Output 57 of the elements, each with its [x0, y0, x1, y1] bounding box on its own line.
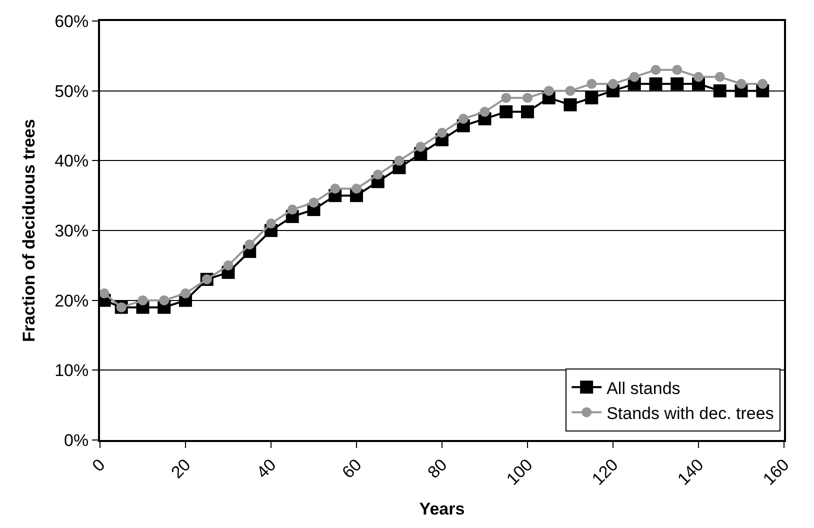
point: [244, 239, 255, 250]
x-tick-label: 140: [674, 455, 708, 489]
point: [649, 77, 662, 90]
point: [713, 84, 726, 98]
point: [670, 77, 684, 90]
x-tick-label: 20: [168, 455, 194, 482]
point: [544, 86, 554, 96]
x-tick-label: 40: [253, 455, 280, 482]
point: [585, 91, 598, 104]
point: [650, 64, 661, 75]
point: [180, 288, 190, 298]
point: [159, 295, 170, 306]
point: [287, 204, 298, 215]
legend-label: Stands with dec. trees: [606, 404, 774, 423]
y-axis-title: Fraction of deciduous trees: [20, 119, 39, 342]
y-tick-label: 30%: [54, 221, 89, 240]
point: [100, 288, 110, 298]
x-tick-label: 160: [759, 455, 793, 489]
legend-label: All stands: [606, 378, 680, 398]
x-tick-label: 60: [338, 455, 366, 482]
point: [330, 184, 340, 194]
point: [223, 260, 234, 270]
x-tick-label: 80: [424, 455, 451, 482]
x-tick-label: 120: [588, 455, 622, 489]
y-tick-label: 10%: [54, 361, 89, 380]
point: [372, 170, 383, 180]
point: [138, 295, 148, 306]
point: [694, 72, 704, 82]
point: [308, 198, 319, 208]
point: [564, 98, 577, 112]
point: [394, 156, 404, 166]
y-tick-label: 40%: [54, 152, 89, 171]
point: [522, 92, 532, 103]
point: [266, 218, 276, 229]
x-tick-label: 0: [88, 455, 109, 476]
point: [458, 114, 468, 124]
point: [565, 86, 576, 96]
point: [758, 78, 768, 89]
point: [437, 128, 447, 138]
point: [501, 92, 512, 103]
point: [480, 106, 490, 117]
y-tick-label: 0%: [64, 430, 89, 450]
point: [608, 78, 618, 89]
point: [629, 72, 640, 82]
point: [416, 142, 426, 152]
y-tick-label: 60%: [54, 12, 89, 31]
x-tick-label: 100: [502, 455, 536, 489]
y-tick-label: 50%: [54, 82, 89, 101]
point: [736, 78, 746, 89]
point: [352, 184, 362, 194]
point: [500, 105, 513, 118]
point: [521, 105, 534, 118]
point: [714, 72, 725, 82]
point: [672, 64, 682, 75]
y-tick-label: 20%: [54, 291, 89, 310]
x-axis-title: Years: [419, 500, 465, 519]
point: [586, 78, 597, 89]
